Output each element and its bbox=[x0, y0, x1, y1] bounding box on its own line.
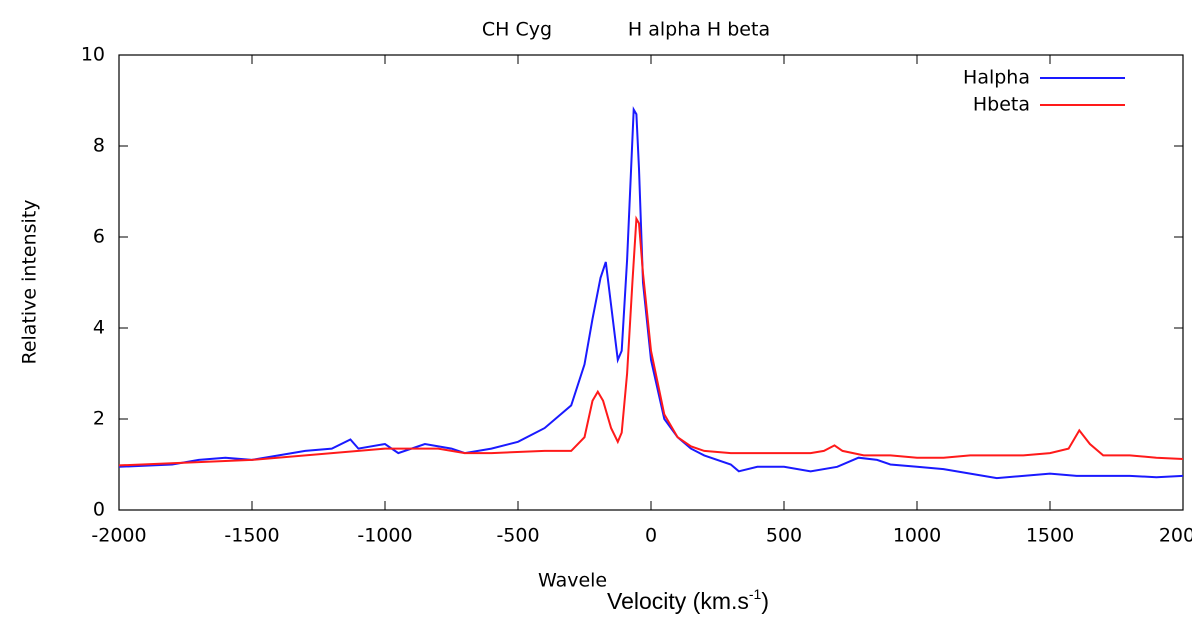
x-tick-label: -1000 bbox=[357, 525, 412, 547]
x-tick-label: -1500 bbox=[224, 525, 279, 547]
y-tick-label: 4 bbox=[93, 317, 105, 339]
x-tick-label: 1500 bbox=[1026, 525, 1074, 547]
y-tick-label: 0 bbox=[93, 499, 105, 521]
x-tick-label: 2000 bbox=[1159, 525, 1192, 547]
x-tick-label: -500 bbox=[496, 525, 539, 547]
label-cover bbox=[606, 583, 836, 617]
y-tick-label: 2 bbox=[93, 408, 105, 430]
x-axis-label: Velocity (km.s-1) bbox=[607, 586, 769, 614]
chart-title: CH Cyg bbox=[482, 19, 552, 41]
y-axis-label: Relative intensity bbox=[19, 199, 41, 364]
x-tick-label: 500 bbox=[766, 525, 802, 547]
y-tick-label: 8 bbox=[93, 135, 105, 157]
series-line bbox=[118, 106, 1184, 480]
x-tick-label: -2000 bbox=[91, 525, 146, 547]
label-part: Velocity (km.s bbox=[607, 588, 749, 614]
x-tick-label: 1000 bbox=[893, 525, 941, 547]
chart-title: H alpha H beta bbox=[628, 19, 770, 41]
legend-label: Hbeta bbox=[973, 94, 1030, 116]
series-line bbox=[118, 215, 1184, 467]
label-superscript: -1 bbox=[749, 586, 762, 602]
y-tick-label: 10 bbox=[81, 44, 105, 66]
legend-label: Halpha bbox=[963, 67, 1030, 89]
x-tick-label: 0 bbox=[645, 525, 657, 547]
y-tick-label: 6 bbox=[93, 226, 105, 248]
label-part: ) bbox=[761, 588, 769, 614]
x-axis-label: Wavele bbox=[538, 570, 607, 592]
